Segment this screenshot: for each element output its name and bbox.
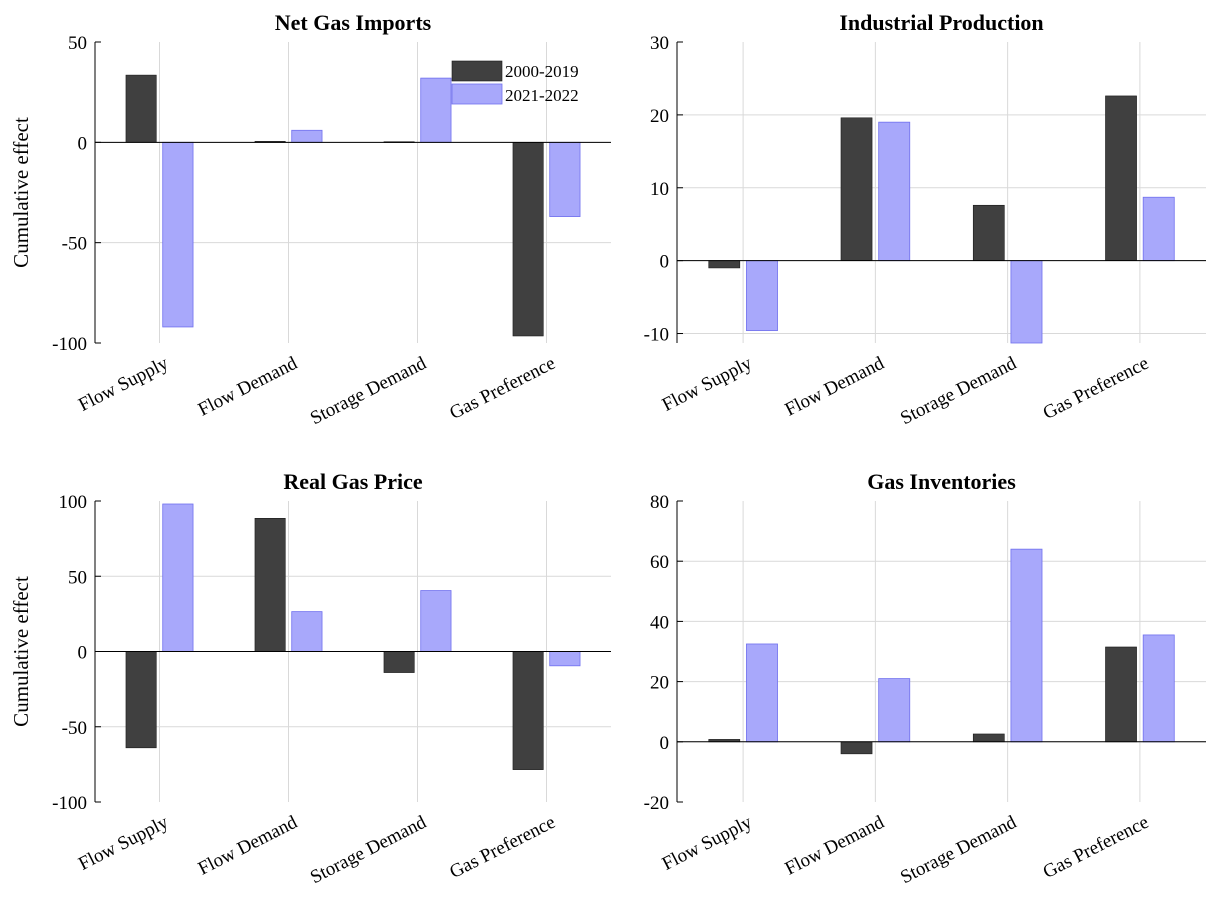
chart-title: Gas Inventories [867,469,1016,494]
y-tick-label: 10 [650,179,669,200]
bar-series2-3 [420,77,452,143]
y-tick-label: 0 [78,133,88,154]
bar-series2-4 [549,651,581,667]
chart-panel-2: -10 0 10 20 30 Flow Supply Flow Demand Storage … [644,10,1206,429]
legend-swatch-series1 [451,60,503,82]
x-tick-label: Gas Preference [446,353,558,424]
y-tick-label: -50 [62,718,87,739]
x-tick-label: Flow Demand [782,353,888,421]
bar-series2-4 [549,141,581,217]
bar-series1-2 [840,741,873,755]
legend-swatch-series2 [451,83,503,105]
x-tick-label: Gas Preference [446,812,558,883]
x-tick-label: Storage Demand [307,812,430,889]
bar-series2-2 [878,678,911,743]
chart-title: Real Gas Price [283,469,423,494]
bar-series2-1 [746,260,778,332]
y-tick-label: 50 [68,567,87,588]
chart-title: Industrial Production [839,10,1043,35]
y-tick-label: 0 [660,252,670,273]
y-tick-label: 0 [660,733,670,754]
y-axis-label: Cumulative effect [9,576,33,727]
bar-series1-1 [708,260,741,269]
x-tick-label: Storage Demand [307,353,430,430]
bar-series2-1 [746,643,778,743]
y-tick-label: -100 [52,334,87,355]
y-tick-label: -100 [52,793,87,814]
bar-series2-2 [291,129,323,143]
y-tick-label: 30 [650,33,669,54]
y-tick-label: 60 [650,552,669,573]
x-tick-label: Storage Demand [897,353,1020,430]
x-tick-label: Flow Demand [782,812,888,880]
legend-label-series1: 2000-2019 [505,62,579,81]
bar-series2-1 [162,141,194,328]
bar-series1-3 [383,651,415,673]
y-tick-label: -10 [644,325,669,346]
bar-series1-2 [840,117,873,261]
x-tick-label: Gas Preference [1040,353,1152,424]
x-tick-label: Flow Supply [75,812,172,875]
bar-series2-4 [1142,196,1175,262]
x-tick-label: Flow Supply [659,353,756,416]
chart-panel-1: -100 -50 0 50 Flow Supply Flow Demand Storage … [9,10,611,429]
y-tick-label: 40 [650,612,669,633]
x-tick-label: Flow Demand [195,353,301,421]
y-tick-label: -50 [62,234,87,255]
bar-series1-2 [254,518,286,652]
y-tick-label: 20 [650,673,669,694]
y-tick-label: -20 [644,793,669,814]
y-tick-label: 50 [68,33,87,54]
x-tick-label: Flow Supply [75,353,172,416]
x-tick-label: Gas Preference [1040,812,1152,883]
bar-series2-2 [878,121,911,262]
bar-series1-4 [1105,646,1137,743]
y-tick-label: 0 [78,643,88,664]
y-axis-label: Cumulative effect [9,117,33,268]
x-tick-label: Flow Supply [659,812,756,875]
y-tick-label: 100 [59,492,88,513]
y-tick-label: 20 [650,106,669,127]
bar-series1-4 [1105,95,1137,261]
bar-series1-1 [125,651,157,749]
chart-panel-3: -100 -50 0 50 100 Flow Supply Flow Demand Stora… [9,469,611,888]
bar-series2-2 [291,611,323,652]
x-tick-label: Flow Demand [195,812,301,880]
bar-series1-3 [972,733,1005,743]
y-tick-label: 80 [650,492,669,513]
chart-title: Net Gas Imports [275,10,432,35]
chart-panel-4: -20 0 20 40 60 80 Flow Supply Flow Demand Storag… [644,469,1206,888]
x-tick-label: Storage Demand [897,812,1020,889]
bar-series2-3 [1010,548,1043,743]
bar-series2-1 [162,503,194,652]
bar-series1-4 [512,651,544,770]
bar-series1-3 [972,204,1005,261]
bar-series2-3 [420,590,452,652]
bar-series2-4 [1142,634,1175,743]
bar-series2-3 [1010,260,1043,344]
legend: 2000-2019 2021-2022 [451,60,579,105]
bar-series1-1 [125,74,157,143]
bar-series1-4 [512,142,544,337]
legend-label-series2: 2021-2022 [505,86,579,105]
